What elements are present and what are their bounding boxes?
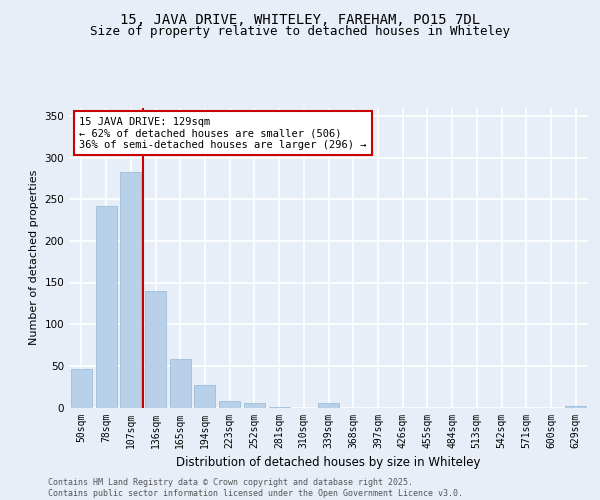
Bar [565, 406, 586, 407]
Bar [95, 206, 116, 408]
Text: Contains HM Land Registry data © Crown copyright and database right 2025.
Contai: Contains HM Land Registry data © Crown c… [48, 478, 463, 498]
Bar [145, 291, 166, 408]
Bar [318, 402, 339, 407]
Bar [219, 401, 240, 407]
Bar [244, 404, 265, 407]
Bar [269, 406, 290, 408]
Bar [194, 385, 215, 407]
Bar [170, 359, 191, 408]
Text: 15 JAVA DRIVE: 129sqm
← 62% of detached houses are smaller (506)
36% of semi-det: 15 JAVA DRIVE: 129sqm ← 62% of detached … [79, 116, 367, 150]
Bar [120, 172, 141, 408]
Bar [71, 369, 92, 408]
Text: 15, JAVA DRIVE, WHITELEY, FAREHAM, PO15 7DL: 15, JAVA DRIVE, WHITELEY, FAREHAM, PO15 … [120, 12, 480, 26]
X-axis label: Distribution of detached houses by size in Whiteley: Distribution of detached houses by size … [176, 456, 481, 469]
Y-axis label: Number of detached properties: Number of detached properties [29, 170, 39, 345]
Text: Size of property relative to detached houses in Whiteley: Size of property relative to detached ho… [90, 25, 510, 38]
